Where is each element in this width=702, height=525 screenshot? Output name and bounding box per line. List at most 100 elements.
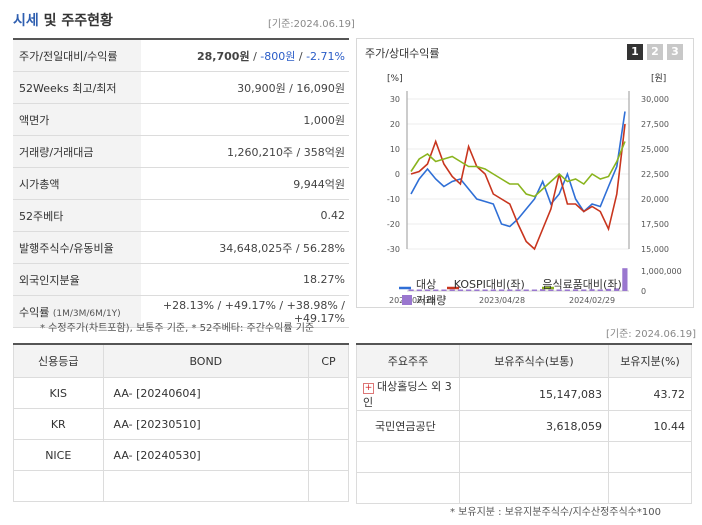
volume-bar bbox=[523, 289, 529, 291]
bond-rating bbox=[102, 470, 310, 502]
volume-bar bbox=[556, 289, 562, 291]
legend-label: KOSPI대비(좌) bbox=[453, 278, 525, 291]
chart-tab-2[interactable]: 2 bbox=[647, 44, 663, 60]
legend-volume: 거래량 bbox=[402, 292, 446, 308]
volume-bar bbox=[424, 289, 431, 291]
left-tick-label: 10 bbox=[390, 145, 400, 154]
volume-bar bbox=[564, 289, 570, 291]
table-row bbox=[13, 470, 349, 502]
bond-rating: AA- [20240604] bbox=[102, 377, 310, 409]
volume-bar bbox=[589, 289, 595, 291]
col-header: 보유지분(%) bbox=[608, 343, 692, 378]
legend-label: 거래량 bbox=[416, 294, 447, 307]
agency: NICE bbox=[13, 439, 104, 471]
left-axis-unit: [%] bbox=[387, 74, 403, 84]
row-label: 거래량/거래대금 bbox=[13, 135, 141, 168]
volume-bar bbox=[605, 288, 612, 291]
row-label: 외국인지분율 bbox=[13, 263, 141, 296]
row-value: 1,260,210주 / 358억원 bbox=[141, 135, 349, 168]
volume-bar bbox=[622, 268, 628, 291]
holder-name bbox=[356, 472, 460, 504]
left-tick-label: -10 bbox=[387, 195, 400, 204]
row-value: 1,000원 bbox=[141, 103, 349, 136]
holder-pct bbox=[608, 472, 692, 504]
left-tick-label: -20 bbox=[387, 220, 400, 229]
right-tick-label: 25,000 bbox=[641, 145, 669, 154]
table-row: 수익률 (1M/3M/6M/1Y) +28.13% / +49.17% / +38… bbox=[13, 295, 349, 328]
legend-label: 대상 bbox=[416, 278, 437, 291]
credit-table: 신용등급 BOND CP KIS AA- [20240604] KR AA- [2023… bbox=[13, 343, 349, 502]
row-value: 34,648,025주 / 56.28% bbox=[141, 231, 349, 264]
table-row: 외국인지분율 18.27% bbox=[13, 263, 349, 296]
volume-bar bbox=[482, 289, 488, 291]
table-row bbox=[356, 441, 692, 473]
row-label: 52주베타 bbox=[13, 199, 141, 232]
volume-bar bbox=[572, 289, 579, 291]
volume-bar bbox=[614, 288, 620, 291]
series-line-0 bbox=[410, 111, 626, 228]
table-row: 발행주식수/유동비율 34,648,025주 / 56.28% bbox=[13, 231, 349, 264]
series-line-1 bbox=[410, 123, 626, 251]
holder-pct: 43.72 bbox=[608, 377, 692, 411]
volume-bar bbox=[408, 289, 414, 291]
volume-bar bbox=[581, 289, 587, 291]
row-value: 9,944억원 bbox=[141, 167, 349, 200]
date-label-2: [기준: 2024.06.19] bbox=[606, 329, 697, 340]
col-header: 주요주주 bbox=[356, 343, 460, 378]
holder-name[interactable]: + 대상홀딩스 외 3인 bbox=[356, 377, 460, 411]
agency: KIS bbox=[13, 377, 104, 409]
volume-bar bbox=[466, 289, 472, 291]
table-row: 주가/전일대비/수익률 28,700원 / -800원 / -2.71% bbox=[13, 38, 349, 72]
table-row: KR AA- [20230510] bbox=[13, 408, 349, 440]
volume-bar bbox=[490, 289, 496, 291]
chart-title: 주가/상대수익률 bbox=[365, 47, 440, 60]
table-row: 액면가 1,000원 bbox=[13, 103, 349, 136]
table-row: 국민연금공단 3,618,059 10.44 bbox=[356, 410, 692, 442]
row-label: 액면가 bbox=[13, 103, 141, 136]
volume-bar bbox=[515, 289, 521, 291]
row-label: 주가/전일대비/수익률 bbox=[13, 38, 141, 72]
row-label: 52Weeks 최고/최저 bbox=[13, 71, 141, 104]
returns-value: +28.13% / +49.17% / +38.98% / +49.17% bbox=[141, 295, 349, 328]
holder-shares: 3,618,059 bbox=[459, 410, 609, 442]
holder-shares bbox=[459, 441, 609, 473]
right-tick-label: 20,000 bbox=[641, 195, 669, 204]
volume-tick-label: 1,000,000 bbox=[641, 267, 682, 276]
row-label: 시가총액 bbox=[13, 167, 141, 200]
table-row: 거래량/거래대금 1,260,210주 / 358억원 bbox=[13, 135, 349, 168]
legend-label: 음식료품대비(좌) bbox=[542, 278, 622, 291]
holder-name bbox=[356, 441, 460, 473]
holder-shares bbox=[459, 472, 609, 504]
volume-bar bbox=[416, 289, 422, 291]
holder-pct bbox=[608, 441, 692, 473]
table-row: 52Weeks 최고/최저 30,900원 / 16,090원 bbox=[13, 71, 349, 104]
date-label: [기준:2024.06.19] bbox=[268, 19, 355, 30]
row-value: 30,900원 / 16,090원 bbox=[141, 71, 349, 104]
chart-tab-3[interactable]: 3 bbox=[667, 44, 683, 60]
legend-swatch bbox=[402, 295, 412, 305]
table-row: 시가총액 9,944억원 bbox=[13, 167, 349, 200]
table-row bbox=[356, 472, 692, 504]
cp-rating bbox=[308, 408, 349, 440]
volume-bar bbox=[540, 289, 546, 291]
holders-note: * 보유지분 : 보유지분주식수/지수산정주식수*100 bbox=[450, 507, 661, 518]
right-tick-label: 15,000 bbox=[641, 245, 669, 254]
chart-tab-1[interactable]: 1 bbox=[627, 44, 643, 60]
holder-pct: 10.44 bbox=[608, 410, 692, 442]
row-label: 수익률 (1M/3M/6M/1Y) bbox=[13, 295, 141, 328]
agency: KR bbox=[13, 408, 104, 440]
volume-bar bbox=[474, 289, 480, 291]
table-row: NICE AA- [20240530] bbox=[13, 439, 349, 471]
x-tick-label: 2024/02/29 bbox=[569, 296, 615, 305]
left-tick-label: 0 bbox=[395, 170, 400, 179]
col-header: 보유주식수(보통) bbox=[459, 343, 609, 378]
price-value: 28,700원 / -800원 / -2.71% bbox=[141, 38, 349, 72]
x-tick-label: 2022/06/30 bbox=[389, 296, 435, 305]
expand-icon[interactable]: + bbox=[363, 383, 374, 394]
right-tick-label: 17,500 bbox=[641, 220, 669, 229]
left-tick-label: -30 bbox=[387, 245, 400, 254]
volume-bar bbox=[531, 289, 538, 291]
stock-chart: [%] [원] 30 30,000 20 27,500 10 25,000 0 22,500 -10… bbox=[387, 73, 682, 305]
